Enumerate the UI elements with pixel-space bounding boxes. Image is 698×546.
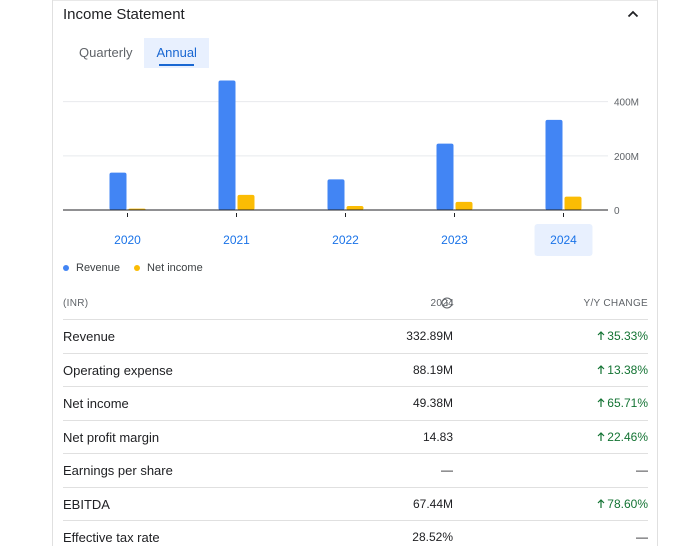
table-body: Revenue 332.89M 35.33% Operating expense 88.… — [63, 320, 648, 546]
bar-net-income — [346, 205, 364, 210]
y-tick-label: 200M — [614, 152, 639, 163]
legend-item-revenue: Revenue — [63, 262, 120, 274]
unit-header: (INR) — [63, 298, 89, 309]
table-header: (INR) 2024 Y/Y CHANGE — [63, 288, 648, 320]
table-row[interactable]: Effective tax rate 28.52% — — [63, 521, 648, 546]
row-label: Earnings per share — [63, 463, 173, 478]
bar-revenue — [218, 80, 236, 211]
arrow-up-icon — [597, 398, 605, 407]
row-change-text: — — [636, 463, 648, 477]
x-tick-label: 2022 — [332, 233, 359, 247]
y-tick-label: 400M — [614, 98, 639, 109]
x-tick-label: 2023 — [441, 233, 468, 247]
table-row[interactable]: Net profit margin 14.83 22.46% — [63, 421, 648, 454]
card-title: Income Statement — [63, 6, 185, 23]
row-label: Effective tax rate — [63, 530, 160, 545]
row-value: 88.19M — [412, 362, 453, 377]
tab-quarterly[interactable]: Quarterly — [79, 45, 133, 60]
arrow-up-icon — [597, 498, 605, 508]
legend-label-net-income: Net income — [147, 262, 203, 274]
bar-revenue — [109, 172, 127, 210]
table-row[interactable]: Revenue 332.89M 35.33% — [63, 320, 648, 354]
legend-label-revenue: Revenue — [76, 262, 121, 274]
bar-net-income — [564, 196, 582, 210]
row-value: 28.52% — [412, 530, 453, 544]
row-change-text: — — [636, 530, 648, 544]
arrow-up-icon — [597, 431, 605, 441]
selected-year-highlight — [534, 224, 593, 256]
x-tick-label: 2024 — [550, 233, 577, 247]
chart-svg: 0 200M 400M 2020 2021 2022 2023 2024 — [63, 80, 639, 256]
row-value: 67.44M — [412, 496, 453, 511]
row-change: — — [636, 463, 648, 477]
table-row[interactable]: Net income 49.38M 65.71% — [63, 387, 648, 421]
card-header[interactable]: Income Statement — [63, 4, 647, 26]
legend-dot-revenue — [63, 265, 69, 271]
bar-revenue — [545, 119, 563, 210]
row-value: 14.83 — [422, 429, 453, 444]
tab-annual[interactable]: Annual — [144, 38, 209, 68]
chart-legend: Revenue Net income — [63, 262, 217, 274]
row-change: 22.46% — [597, 430, 648, 444]
info-icon[interactable] — [441, 297, 453, 309]
row-change-text: 22.46% — [607, 429, 648, 444]
row-value: 49.38M — [412, 396, 453, 410]
x-tick-label: 2021 — [223, 233, 250, 247]
change-header: Y/Y CHANGE — [583, 298, 648, 309]
row-label: Net profit margin — [63, 429, 160, 445]
row-label: EBITDA — [63, 496, 110, 512]
table-row[interactable]: Earnings per share — — — [63, 454, 648, 488]
y-tick-label: 0 — [614, 206, 620, 217]
table-row[interactable]: EBITDA 67.44M 78.60% — [63, 488, 648, 521]
table-row[interactable]: Operating expense 88.19M 13.38% — [63, 354, 648, 387]
bar-net-income — [455, 201, 473, 210]
row-change: 78.60% — [597, 497, 648, 511]
period-tabs: Quarterly Annual — [67, 38, 209, 68]
arrow-up-icon — [597, 331, 605, 340]
row-change: — — [636, 530, 648, 544]
row-label: Revenue — [63, 329, 116, 344]
row-change: 65.71% — [597, 396, 648, 410]
row-change: 35.33% — [597, 329, 648, 343]
chevron-up-icon[interactable] — [625, 6, 641, 22]
row-change-text: 65.71% — [607, 396, 648, 410]
row-label: Net income — [63, 396, 129, 411]
row-change-text: 13.38% — [607, 362, 648, 377]
financials-table: (INR) 2024 Y/Y CHANGE Revenue 332.89M 35.3… — [63, 288, 648, 546]
x-tick-label: 2020 — [114, 233, 141, 247]
bar-revenue — [436, 143, 454, 210]
bar-revenue — [327, 179, 345, 210]
row-change-text: 35.33% — [607, 329, 648, 343]
row-change-text: 78.60% — [607, 496, 648, 511]
row-value: — — [441, 463, 453, 477]
bar-net-income — [237, 194, 255, 210]
divider — [53, 0, 657, 1]
revenue-chart: 0 200M 400M 2020 2021 2022 2023 2024 — [53, 80, 657, 260]
row-label: Operating expense — [63, 362, 173, 378]
income-statement-card: Income Statement Quarterly Annual 0 200M 4… — [52, 0, 658, 546]
row-value: 332.89M — [406, 329, 453, 343]
row-change: 13.38% — [597, 363, 648, 377]
arrow-up-icon — [597, 364, 605, 374]
legend-item-net-income: Net income — [134, 262, 203, 274]
legend-dot-net-income — [134, 265, 141, 271]
